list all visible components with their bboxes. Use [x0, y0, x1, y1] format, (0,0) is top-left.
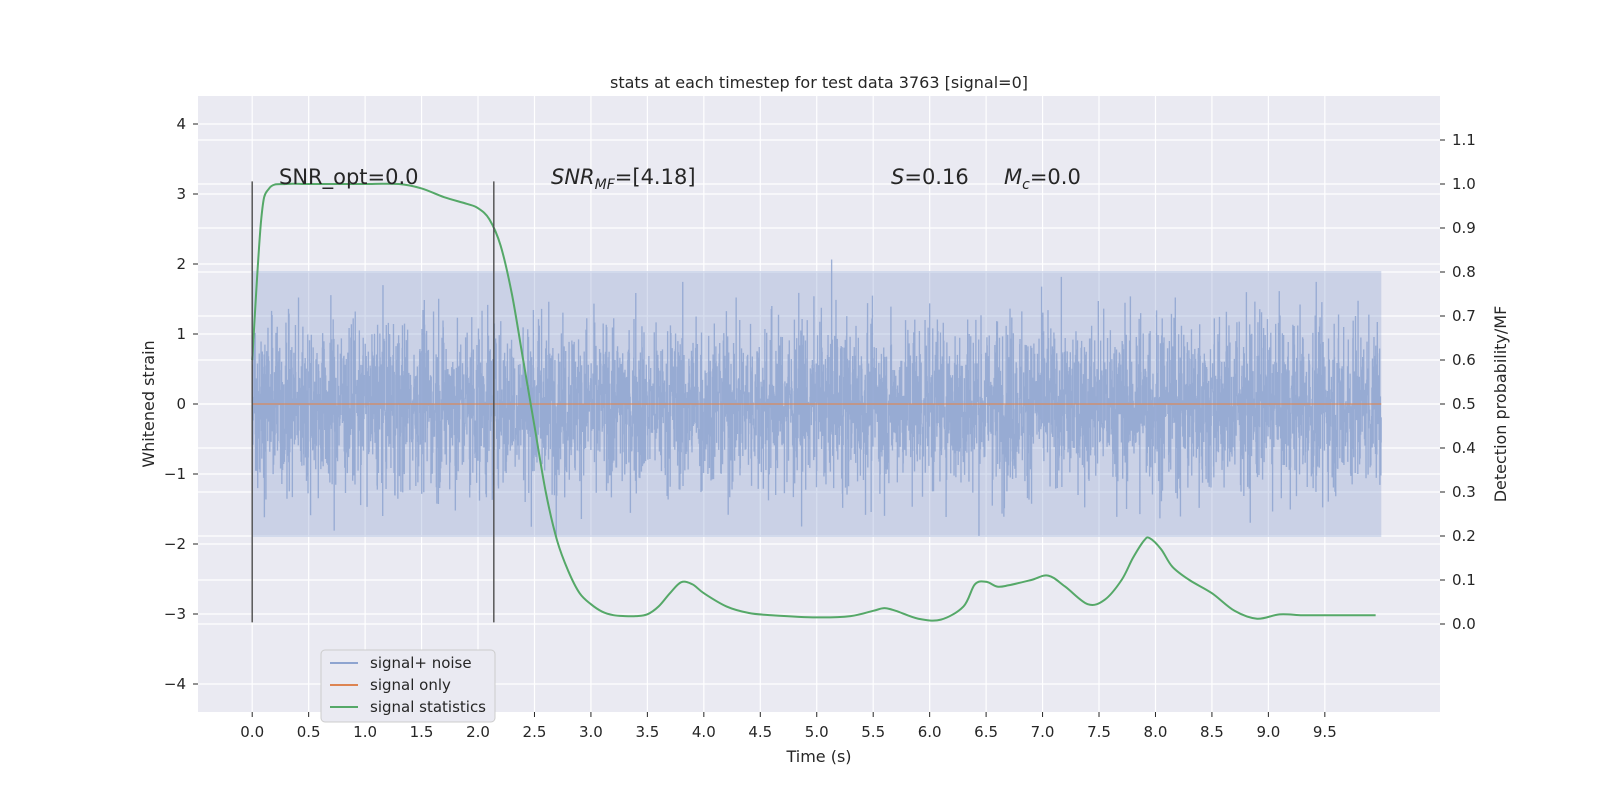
annotation-s: S=0.16	[891, 165, 969, 189]
right-y-tick-label: 0.3	[1452, 483, 1476, 501]
x-tick-label: 0.0	[240, 723, 264, 741]
left-y-tick-label: 0	[176, 395, 186, 413]
noise-series	[251, 259, 1382, 539]
legend: signal+ noise signal only signal statist…	[320, 649, 496, 723]
right-y-tick-label: 1.0	[1452, 175, 1476, 193]
right-y-tick-label: 0.7	[1452, 307, 1476, 325]
left-y-tick-label: −4	[164, 675, 186, 693]
x-tick-label: 4.5	[748, 723, 772, 741]
x-tick-label: 9.0	[1256, 723, 1280, 741]
x-tick-label: 7.5	[1087, 723, 1111, 741]
x-tick-label: 1.5	[410, 723, 434, 741]
x-tick-label: 1.0	[353, 723, 377, 741]
right-y-tick-label: 0.1	[1452, 571, 1476, 589]
right-y-tick-label: 0.9	[1452, 219, 1476, 237]
x-tick-label: 0.5	[297, 723, 321, 741]
legend-label-noise: signal+ noise	[370, 654, 472, 672]
right-y-tick-label: 0.8	[1452, 263, 1476, 281]
x-tick-label: 2.0	[466, 723, 490, 741]
annotation-mc: Mc=0.0	[1004, 165, 1081, 193]
x-tick-label: 5.0	[805, 723, 829, 741]
annotations: SNR_opt=0.0 SNRMF=[4.18] S=0.16 Mc=0.0	[279, 165, 1081, 193]
annotation-snr-mf: SNRMF=[4.18]	[551, 165, 696, 193]
x-tick-label: 9.5	[1313, 723, 1337, 741]
right-y-tick-label: 0.0	[1452, 615, 1476, 633]
right-y-tick-label: 0.4	[1452, 439, 1476, 457]
x-tick-label: 6.5	[974, 723, 998, 741]
legend-label-signal: signal only	[370, 676, 451, 694]
x-axis-label: Time (s)	[785, 747, 851, 766]
x-tick-label: 4.0	[692, 723, 716, 741]
x-tick-label: 3.0	[579, 723, 603, 741]
x-tick-label: 5.5	[861, 723, 885, 741]
x-tick-label: 3.5	[635, 723, 659, 741]
x-tick-label: 8.5	[1200, 723, 1224, 741]
legend-box	[320, 649, 496, 723]
left-y-tick-label: 4	[176, 115, 186, 133]
vertical-markers	[251, 181, 495, 623]
right-y-tick-label: 0.2	[1452, 527, 1476, 545]
annotation-snr-opt: SNR_opt=0.0	[279, 165, 419, 190]
right-y-tick-label: 1.1	[1452, 131, 1476, 149]
legend-label-statistics: signal statistics	[370, 698, 486, 716]
left-y-tick-label: −3	[164, 605, 186, 623]
right-y-axis-label: Detection probability/MF	[1491, 306, 1510, 503]
x-tick-label: 8.0	[1144, 723, 1168, 741]
line-series	[251, 182, 1382, 622]
noise-line	[251, 259, 1382, 539]
right-y-tick-label: 0.5	[1452, 395, 1476, 413]
x-tick-labels: 0.0 0.5 1.0 1.5 2.0 2.5 3.0 3.5 4.0 4.5 5.0 5.5 6.0 6…	[240, 712, 1337, 741]
x-tick-label: 6.0	[918, 723, 942, 741]
left-y-tick-label: 1	[176, 325, 186, 343]
left-y-tick-labels: 4 3 2 1 0 −1 −2 −3 −4	[164, 115, 198, 693]
right-y-tick-labels: 1.1 1.0 0.9 0.8 0.7 0.6 0.5 0.4 0.3 0.2 0.1 0.0	[1440, 131, 1476, 633]
signal-statistics-line	[251, 182, 1376, 622]
left-y-tick-label: −2	[164, 535, 186, 553]
left-y-axis-label: Whitened strain	[139, 340, 158, 467]
chart-title: stats at each timestep for test data 376…	[610, 73, 1028, 92]
left-y-tick-label: −1	[164, 465, 186, 483]
right-y-tick-label: 0.6	[1452, 351, 1476, 369]
left-y-tick-label: 3	[176, 185, 186, 203]
x-tick-label: 2.5	[523, 723, 547, 741]
left-y-tick-label: 2	[176, 255, 186, 273]
x-tick-label: 7.0	[1031, 723, 1055, 741]
